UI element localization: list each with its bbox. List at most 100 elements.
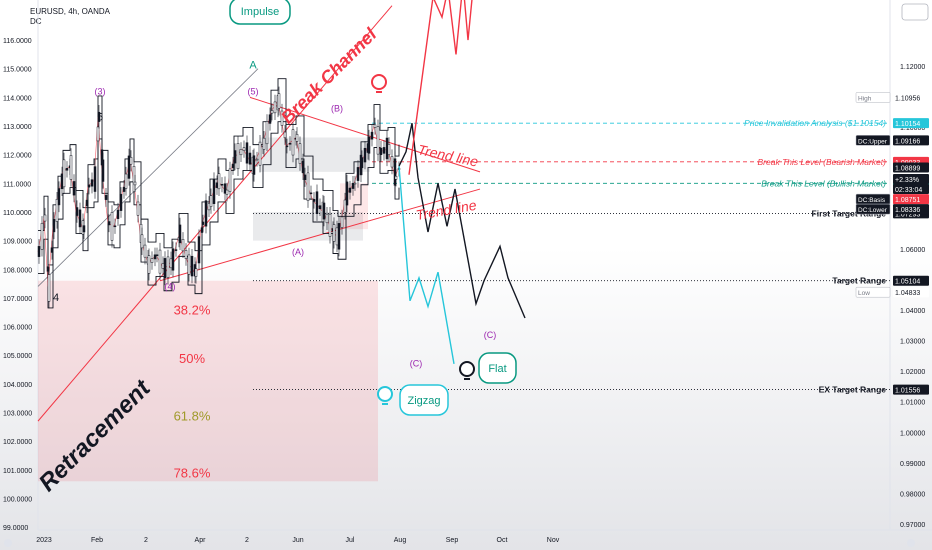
candle-body: [385, 137, 389, 160]
fib-level-label: 61.8%: [174, 408, 211, 423]
price-badge: [893, 384, 929, 395]
candle-body: [40, 223, 44, 250]
right-tick-label: 1.04000: [900, 308, 925, 315]
candle-body: [301, 160, 305, 174]
candle-body: [104, 194, 108, 200]
candle-body: [298, 143, 302, 164]
candle-body: [322, 202, 326, 220]
candle-body: [194, 268, 198, 277]
candle-body: [69, 155, 73, 180]
fib-level-label: 50%: [179, 351, 205, 366]
breakout-projection: [408, 0, 473, 175]
indicator-badge: [855, 203, 891, 215]
candle-body: [268, 114, 272, 124]
candle-body: [252, 155, 256, 175]
candle-body: [184, 250, 188, 259]
price-badge: [893, 204, 929, 215]
range-box: [260, 137, 370, 172]
candle-body: [255, 158, 259, 161]
indicator-badge: [855, 92, 891, 103]
wave-label: (C): [410, 359, 423, 369]
candle-body: [280, 110, 284, 126]
candle-body: [245, 142, 249, 164]
candle-body: [47, 274, 51, 302]
candle-body: [85, 199, 89, 207]
candle-body: [101, 159, 105, 182]
wave-label: A: [249, 60, 257, 72]
candle-body: [283, 131, 287, 138]
trend-line-upper: [249, 96, 481, 173]
candle-body: [197, 236, 201, 264]
candle-body: [370, 131, 374, 140]
x-tick-label: Nov: [547, 537, 560, 544]
candle-body: [181, 239, 185, 252]
zigzag-callout-box: [399, 384, 449, 416]
right-tick-label: 1.00000: [900, 430, 925, 437]
level-label: Break This Level (Bullish Market): [761, 178, 886, 188]
candle-body: [270, 110, 274, 114]
candle-body: [96, 126, 100, 142]
candle-body: [215, 182, 219, 188]
wave-label: 5: [97, 111, 103, 123]
candle-body: [136, 201, 140, 216]
candle-body: [37, 246, 41, 257]
level-label: Price Invalidation Analysis ($1.10154): [744, 118, 886, 128]
x-tick-label: Feb: [91, 537, 103, 544]
impulse-callout-label: Impulse: [241, 6, 280, 18]
price-badge: [893, 275, 929, 286]
chart-header: EURUSD, 4h, OANDA DC: [30, 7, 110, 27]
candle-body: [291, 129, 295, 156]
candle-body: [65, 168, 69, 171]
left-tick-label: 101.0000: [3, 468, 32, 475]
candle-body: [55, 198, 59, 222]
wave-label: (B): [331, 104, 343, 114]
candle-body: [78, 209, 82, 228]
candle-body: [124, 173, 128, 189]
left-tick-label: 110.0000: [3, 210, 32, 217]
lightbulb-icon: [377, 386, 393, 402]
indicator-badge-label: DC:Basis: [858, 197, 886, 204]
candle-body: [217, 173, 221, 190]
flat-projection: [398, 123, 526, 319]
x-tick-label: Jul: [346, 537, 355, 544]
fib-level-label: 78.6%: [174, 466, 211, 481]
dc-upper-band: [38, 78, 400, 266]
candle-body: [133, 181, 137, 186]
level-label: First Target Range: [812, 208, 887, 218]
dc-lower-band: [38, 121, 400, 309]
candle-body: [127, 155, 131, 179]
candle-body: [72, 181, 76, 196]
candle-body: [367, 136, 371, 154]
candle-body: [155, 254, 159, 256]
candle-body: [236, 143, 240, 170]
indicator-badge: [855, 286, 891, 298]
candle-body: [223, 183, 227, 194]
left-tick-label: 102.0000: [3, 439, 32, 446]
x-tick-label: Oct: [497, 537, 508, 544]
candle-body: [178, 224, 182, 244]
price-badge-label: 02:33:04: [895, 187, 922, 194]
x-tick-label: Jun: [292, 537, 303, 544]
candle-body: [87, 184, 91, 188]
indicator-badge: [855, 135, 891, 146]
candle-body: [360, 157, 364, 169]
candle-body: [119, 194, 123, 211]
candle-body: [328, 213, 332, 237]
price-badge: [893, 174, 929, 185]
indicator-badge-label: High: [858, 95, 872, 102]
left-tick-label: 112.0000: [3, 153, 32, 160]
price-badge: [893, 162, 929, 173]
candle-body: [351, 182, 355, 189]
wave-label: (3): [95, 86, 106, 96]
timezone-icon: [4, 539, 12, 547]
candle-body: [62, 159, 66, 188]
indicator-badge-label: DC:Lower: [858, 207, 888, 214]
price-badge-label: 1.01556: [895, 388, 920, 395]
symbol-title: EURUSD, 4h, OANDA: [30, 7, 111, 16]
candle-body: [90, 179, 94, 187]
right-tick-label: 0.98000: [900, 491, 925, 498]
candle-body: [97, 111, 101, 122]
level-label: EX Target Range: [819, 385, 887, 395]
